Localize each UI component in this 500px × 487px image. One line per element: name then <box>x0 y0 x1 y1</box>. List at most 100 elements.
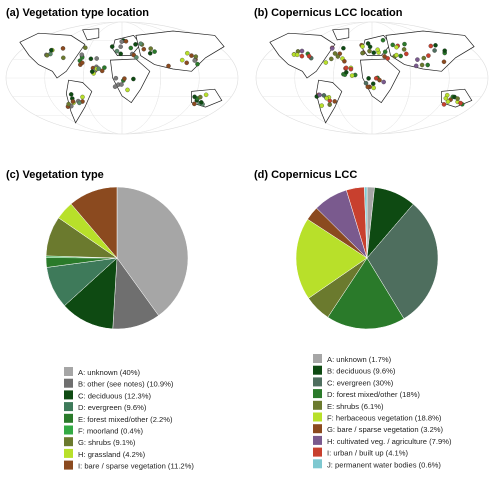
site-marker <box>60 46 66 51</box>
site-marker <box>370 81 376 86</box>
site-marker <box>404 51 409 57</box>
site-marker <box>83 45 88 50</box>
site-marker <box>377 77 382 83</box>
legend-label: A: unknown (40%) <box>78 368 141 377</box>
pie-chart-vegetation-type <box>45 186 189 330</box>
site-marker <box>382 54 387 59</box>
site-marker <box>138 41 143 46</box>
legend-swatch <box>64 425 73 435</box>
site-marker <box>366 76 371 81</box>
legend-label: B: deciduous (9.6%) <box>327 367 396 376</box>
site-marker <box>432 48 437 53</box>
legend-swatch <box>313 435 322 445</box>
legend-swatch <box>313 365 322 375</box>
panel-d-title: (d) Copernicus LCC <box>254 169 357 181</box>
site-marker <box>419 62 425 68</box>
site-marker <box>192 101 197 107</box>
site-marker <box>443 96 449 101</box>
site-marker <box>141 46 147 52</box>
site-marker <box>360 50 365 56</box>
legend-swatch <box>64 402 73 412</box>
site-marker <box>381 79 386 85</box>
site-marker <box>371 50 377 55</box>
site-marker <box>329 56 334 62</box>
site-marker <box>49 47 54 53</box>
site-marker <box>118 51 123 57</box>
site-marker <box>134 55 139 60</box>
site-marker <box>79 52 85 57</box>
site-marker <box>128 45 134 51</box>
site-marker <box>193 54 199 59</box>
site-marker <box>68 92 74 97</box>
site-marker <box>367 48 372 54</box>
legend-label: G: bare / sparse vegetation (3.2%) <box>327 425 444 434</box>
site-marker <box>398 53 403 59</box>
legend-swatch <box>313 389 322 399</box>
site-marker <box>329 46 335 51</box>
site-marker <box>184 60 189 66</box>
legend-swatch <box>313 447 322 457</box>
legend-label: B: other (see notes) (10.9%) <box>78 380 174 389</box>
site-marker <box>179 57 185 63</box>
pie-slice <box>364 186 368 259</box>
site-marker <box>367 44 373 50</box>
site-marker <box>189 53 194 58</box>
site-marker <box>306 53 312 59</box>
site-marker <box>375 47 380 52</box>
site-marker <box>77 100 82 106</box>
site-marker <box>332 99 337 104</box>
site-marker <box>152 49 157 54</box>
site-marker <box>421 55 427 61</box>
panel-b-title: (b) Copernicus LCC location <box>254 7 403 19</box>
legend-swatch <box>313 459 322 469</box>
site-marker <box>348 66 354 72</box>
site-marker <box>166 63 171 69</box>
site-marker <box>185 50 190 56</box>
site-marker <box>382 49 388 55</box>
site-marker <box>349 73 355 78</box>
panel-c-title: (c) Vegetation type <box>6 169 104 181</box>
legend-swatch <box>313 377 322 387</box>
legend-label: C: evergreen (30%) <box>327 378 394 387</box>
world-map-b <box>255 21 489 135</box>
site-marker <box>199 100 204 105</box>
legend-swatch <box>64 448 73 458</box>
legend-swatch <box>64 378 73 388</box>
continent-outline <box>385 30 475 72</box>
site-marker <box>109 44 115 49</box>
pie-slice <box>70 186 118 259</box>
site-marker <box>203 92 209 98</box>
site-marker <box>360 44 365 49</box>
site-marker <box>99 68 105 74</box>
legend-label: C: deciduous (12.3%) <box>78 391 151 400</box>
site-marker <box>365 41 371 46</box>
site-marker <box>147 51 153 56</box>
legend-swatch <box>64 390 73 400</box>
site-marker <box>299 53 305 59</box>
site-marker <box>122 76 127 81</box>
legend-swatch <box>64 460 73 470</box>
site-marker <box>344 70 349 75</box>
world-map-a <box>5 21 239 135</box>
site-marker <box>299 48 305 54</box>
site-marker <box>455 96 460 101</box>
graticule-meridian <box>294 21 450 135</box>
site-marker <box>394 44 399 50</box>
site-marker <box>44 53 50 58</box>
site-marker <box>343 65 349 71</box>
site-marker <box>79 60 85 66</box>
site-marker <box>323 60 329 65</box>
site-marker <box>445 99 451 104</box>
site-marker <box>131 76 136 82</box>
site-marker <box>442 48 447 53</box>
site-marker <box>428 43 434 49</box>
legend-swatch <box>64 367 73 376</box>
site-marker <box>123 39 129 44</box>
site-marker <box>317 92 322 98</box>
site-marker <box>380 37 386 43</box>
site-marker <box>426 53 431 58</box>
site-marker <box>385 56 390 61</box>
site-marker <box>61 55 66 61</box>
site-marker <box>402 41 407 47</box>
legend-swatch <box>313 412 322 422</box>
